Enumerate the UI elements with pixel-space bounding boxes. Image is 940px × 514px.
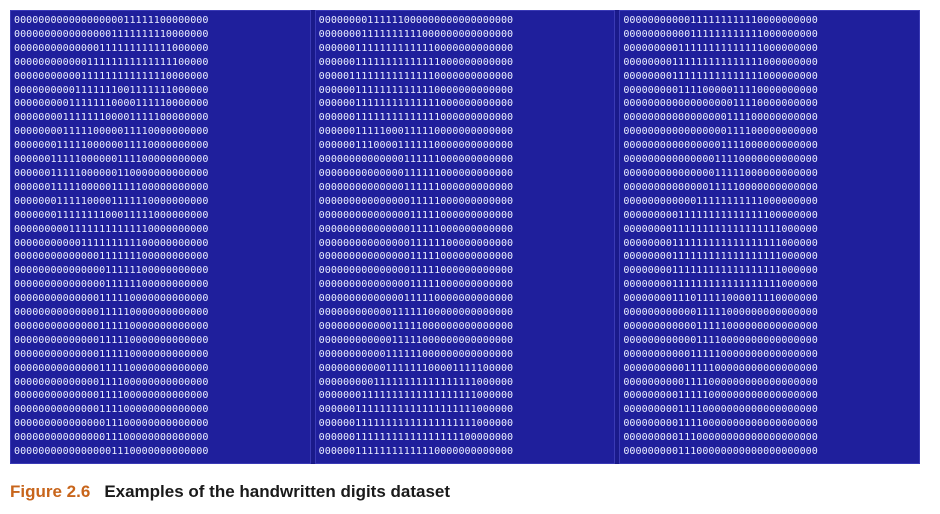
digit-panel-1: 00000000000000000011111100000000 0000000… <box>10 10 311 464</box>
digit-bitmap: 00000000111111000000000000000000 0000000… <box>318 15 514 458</box>
digit-grid-frame: 00000000000000000011111100000000 0000000… <box>10 10 921 464</box>
caption-text: Examples of the handwritten digits datas… <box>104 482 451 501</box>
digit-panel-3: 00000000000111111111110000000000 0000000… <box>619 10 921 464</box>
figure-label: Figure 2.6 <box>10 482 91 501</box>
digit-bitmap: 00000000000000000011111100000000 0000000… <box>14 15 209 458</box>
digit-bitmap: 00000000000111111111110000000000 0000000… <box>623 15 818 458</box>
figure-caption: Figure 2.6 Examples of the handwritten di… <box>10 482 450 502</box>
digit-panel-2: 00000000111111000000000000000000 0000000… <box>314 10 616 464</box>
